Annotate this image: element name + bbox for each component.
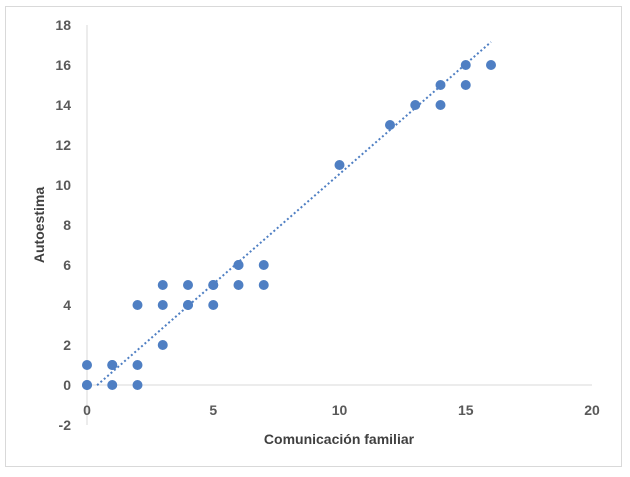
data-point — [233, 260, 244, 270]
data-point — [82, 380, 92, 390]
y-tick-label: 12 — [55, 137, 71, 153]
y-tick-label: 8 — [63, 217, 71, 233]
trendline — [96, 41, 492, 386]
x-tick-label: 0 — [83, 402, 91, 418]
x-tick-label: 15 — [458, 402, 474, 418]
data-point — [183, 300, 193, 310]
data-point — [460, 60, 471, 70]
x-tick-label: 10 — [332, 402, 348, 418]
y-tick-label: -2 — [59, 417, 72, 433]
chart-frame — [5, 6, 622, 467]
data-point — [258, 280, 269, 290]
axes — [86, 25, 592, 425]
data-point — [208, 300, 219, 310]
data-point — [435, 80, 446, 90]
data-point — [258, 260, 269, 270]
y-tick-label: 6 — [63, 257, 71, 273]
y-axis-title: Autoestima — [31, 187, 47, 263]
x-axis-title: Comunicación familiar — [264, 431, 415, 447]
data-point — [132, 300, 143, 310]
y-tick-label: 14 — [55, 97, 71, 113]
data-point — [157, 340, 168, 350]
data-point — [82, 360, 92, 370]
data-point — [460, 80, 471, 90]
data-point — [385, 120, 395, 130]
data-point — [486, 60, 496, 70]
y-tick-label: 18 — [55, 17, 71, 33]
data-point — [132, 360, 143, 370]
y-tick-label: 0 — [63, 377, 71, 393]
tick-labels: -2 0 2 4 6 8 10 12 14 16 18 0 5 10 15 20 — [55, 17, 600, 433]
data-point — [107, 380, 118, 390]
data-point — [334, 160, 345, 170]
data-point — [233, 280, 244, 290]
y-tick-label: 10 — [55, 177, 71, 193]
data-point — [435, 100, 446, 110]
y-tick-label: 2 — [63, 337, 71, 353]
data-point — [107, 360, 118, 370]
data-point — [410, 100, 421, 110]
data-points — [82, 60, 496, 390]
data-point — [157, 300, 168, 310]
y-tick-label: 4 — [63, 297, 71, 313]
data-point — [132, 380, 143, 390]
x-tick-label: 20 — [584, 402, 600, 418]
data-point — [157, 280, 168, 290]
y-tick-label: 16 — [55, 57, 71, 73]
data-point — [183, 280, 193, 290]
x-tick-label: 5 — [209, 402, 217, 418]
trendline-group — [96, 41, 492, 386]
data-point — [208, 280, 219, 290]
